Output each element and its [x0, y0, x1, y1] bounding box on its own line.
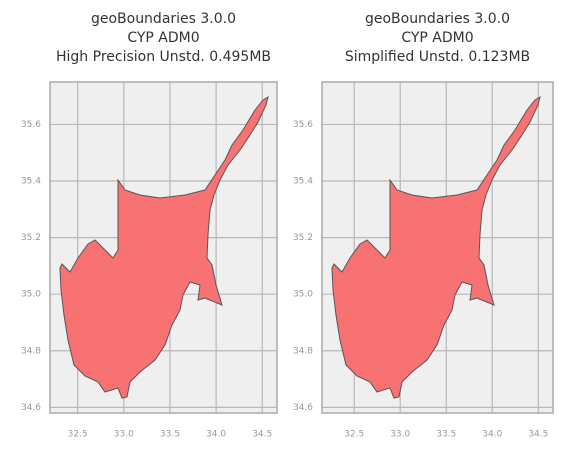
x-tick-label: 34.5 — [252, 430, 272, 440]
x-tick-label: 34.0 — [482, 430, 502, 440]
x-tick-label: 33.0 — [114, 430, 134, 440]
y-tick-label: 35.0 — [293, 290, 313, 300]
chart-title: geoBoundaries 3.0.0 — [91, 11, 236, 27]
x-tick-label: 34.0 — [206, 430, 226, 440]
y-tick-label: 35.6 — [293, 120, 313, 130]
x-tick-label: 33.5 — [160, 430, 180, 440]
y-tick-label: 35.2 — [21, 233, 41, 243]
x-tick-label: 32.5 — [68, 430, 88, 440]
y-tick-label: 35.4 — [21, 177, 41, 187]
chart-title: geoBoundaries 3.0.0 — [365, 11, 510, 27]
y-tick-label: 35.6 — [21, 120, 41, 130]
plot-frame — [321, 81, 554, 414]
y-tick-label: 35.2 — [293, 233, 313, 243]
y-tick-label: 34.6 — [293, 403, 313, 413]
y-tick-label: 35.4 — [293, 177, 313, 187]
plot-frame — [49, 81, 278, 414]
y-tick-label: 35.0 — [21, 290, 41, 300]
chart-title: CYP ADM0 — [127, 30, 199, 46]
y-tick-label: 34.8 — [293, 346, 313, 356]
chart-title: High Precision Unstd. 0.495MB — [56, 49, 271, 65]
y-tick-label: 34.8 — [21, 346, 41, 356]
x-tick-label: 34.5 — [528, 430, 548, 440]
y-tick-label: 34.6 — [21, 403, 41, 413]
chart-title: CYP ADM0 — [401, 30, 473, 46]
x-tick-label: 32.5 — [344, 430, 364, 440]
chart-title: Simplified Unstd. 0.123MB — [345, 49, 530, 65]
x-tick-label: 33.0 — [390, 430, 410, 440]
x-tick-label: 33.5 — [436, 430, 456, 440]
